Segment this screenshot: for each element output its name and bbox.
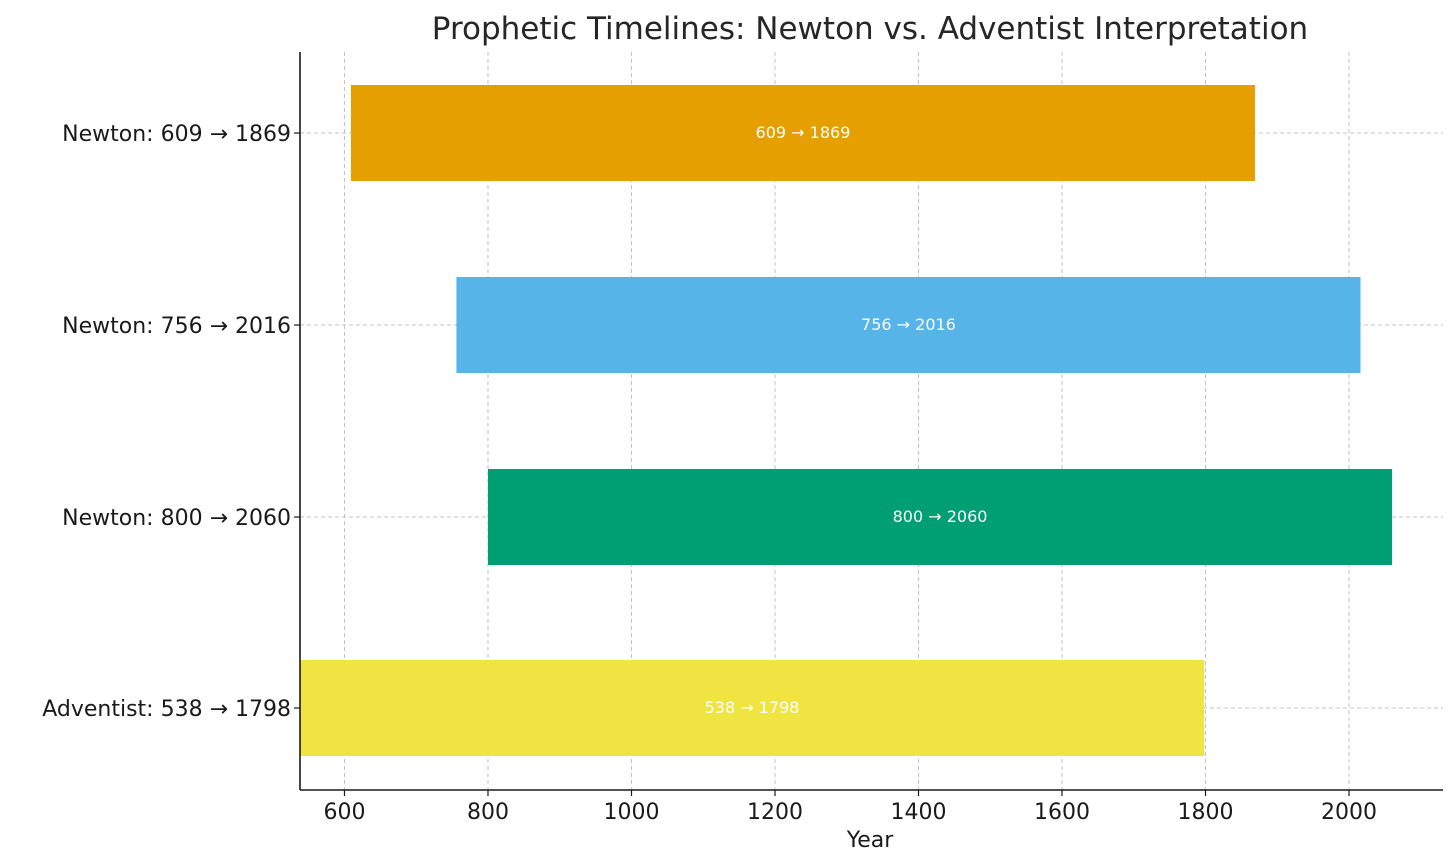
timeline-bar xyxy=(456,277,1361,373)
x-tick-label: 2000 xyxy=(1321,800,1377,825)
y-tick-layer: Newton: 609 → 1869 Newton: 756 → 2016 Newt… xyxy=(42,122,300,722)
x-tick-label: 800 xyxy=(467,800,509,825)
x-tick-label: 1600 xyxy=(1034,800,1090,825)
axis-layer xyxy=(299,52,1443,791)
bar-layer: 609 → 1869 756 → 2016 800 → 2060 538 → 1798 xyxy=(300,85,1393,756)
y-tick-label: Newton: 609 → 1869 xyxy=(62,122,291,147)
timeline-bar xyxy=(350,85,1256,181)
x-tick-label: 1800 xyxy=(1178,800,1234,825)
y-tick-label: Newton: 756 → 2016 xyxy=(62,314,291,339)
x-tick-label: 1200 xyxy=(747,800,803,825)
x-tick-layer: 600 800 1000 1200 1400 1600 1800 2000 xyxy=(323,790,1377,825)
x-axis-label: Year xyxy=(846,828,895,853)
bar-value-label: 756 → 2016 xyxy=(861,315,956,334)
x-tick-label: 600 xyxy=(323,800,365,825)
x-tick-label: 1000 xyxy=(603,800,659,825)
bar-value-label: 538 → 1798 xyxy=(705,698,800,717)
x-tick-label: 1400 xyxy=(890,800,946,825)
timeline-bar xyxy=(300,660,1205,756)
timeline-bar xyxy=(487,469,1393,565)
bar-value-label: 609 → 1869 xyxy=(756,123,851,142)
chart-title: Prophetic Timelines: Newton vs. Adventis… xyxy=(432,11,1308,47)
y-tick-label: Adventist: 538 → 1798 xyxy=(42,697,291,722)
y-tick-label: Newton: 800 → 2060 xyxy=(62,506,291,531)
bar-value-label: 800 → 2060 xyxy=(893,507,988,526)
